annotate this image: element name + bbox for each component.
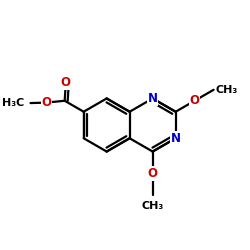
Text: O: O (61, 76, 71, 89)
Text: O: O (148, 167, 158, 180)
Text: H₃C: H₃C (2, 98, 24, 108)
Text: O: O (41, 96, 51, 109)
Text: O: O (190, 94, 200, 107)
Text: CH₃: CH₃ (142, 201, 164, 211)
Text: N: N (148, 92, 158, 105)
Text: N: N (170, 132, 180, 145)
Text: CH₃: CH₃ (216, 85, 238, 95)
